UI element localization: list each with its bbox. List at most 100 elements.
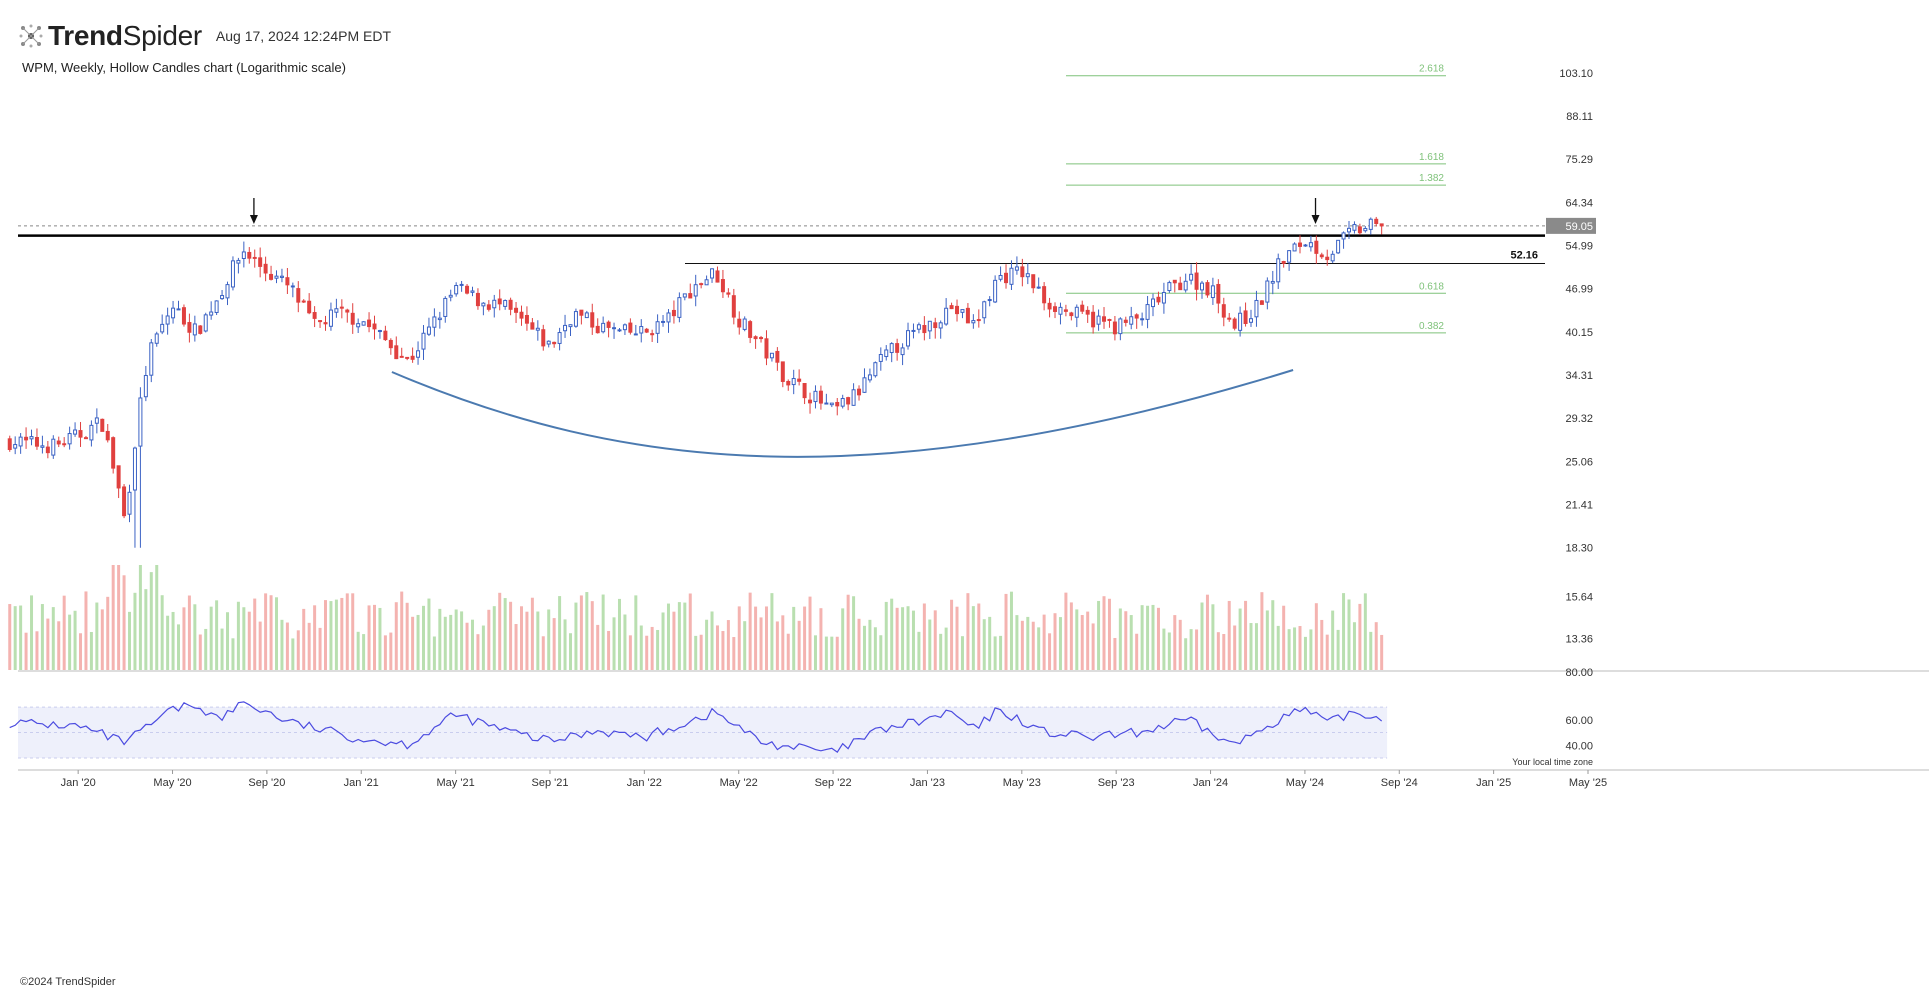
- candle[interactable]: [1368, 217, 1373, 235]
- candle[interactable]: [1014, 256, 1019, 275]
- candle[interactable]: [187, 313, 192, 343]
- candle[interactable]: [181, 304, 186, 327]
- candle[interactable]: [971, 314, 976, 329]
- candle[interactable]: [312, 306, 317, 328]
- candle[interactable]: [13, 436, 18, 455]
- candle[interactable]: [949, 302, 954, 310]
- candle[interactable]: [998, 266, 1003, 282]
- candle[interactable]: [579, 309, 584, 325]
- candle[interactable]: [220, 290, 225, 300]
- candle[interactable]: [791, 369, 796, 395]
- candle[interactable]: [661, 315, 666, 327]
- candle[interactable]: [132, 446, 137, 548]
- candle[interactable]: [737, 311, 742, 335]
- candle[interactable]: [1374, 216, 1379, 227]
- candle[interactable]: [94, 408, 99, 434]
- candle[interactable]: [209, 301, 214, 320]
- candle[interactable]: [258, 247, 263, 278]
- candle[interactable]: [535, 320, 540, 341]
- candle[interactable]: [154, 331, 159, 347]
- candle[interactable]: [617, 327, 622, 332]
- candle[interactable]: [699, 282, 704, 289]
- candle[interactable]: [437, 311, 442, 329]
- candle[interactable]: [590, 303, 595, 335]
- candle[interactable]: [622, 323, 627, 335]
- candle[interactable]: [824, 393, 829, 405]
- candle[interactable]: [1151, 293, 1156, 317]
- candle[interactable]: [1287, 250, 1292, 271]
- candle[interactable]: [829, 402, 834, 408]
- candle[interactable]: [405, 356, 410, 361]
- candle[interactable]: [377, 329, 382, 339]
- candle[interactable]: [105, 424, 110, 443]
- candle[interactable]: [122, 484, 127, 519]
- candle[interactable]: [655, 314, 660, 343]
- candle[interactable]: [1363, 226, 1368, 233]
- candle[interactable]: [541, 324, 546, 351]
- candle[interactable]: [116, 465, 121, 499]
- candle[interactable]: [334, 298, 339, 318]
- candle[interactable]: [573, 308, 578, 328]
- candle[interactable]: [459, 280, 464, 292]
- candle[interactable]: [432, 308, 437, 337]
- candle[interactable]: [650, 329, 655, 343]
- candle[interactable]: [867, 368, 872, 383]
- candle[interactable]: [933, 317, 938, 339]
- candle[interactable]: [470, 286, 475, 297]
- candle[interactable]: [1194, 262, 1199, 301]
- candle[interactable]: [742, 316, 747, 332]
- candle[interactable]: [465, 284, 470, 295]
- candle[interactable]: [1200, 280, 1205, 299]
- candle[interactable]: [938, 320, 943, 339]
- candle[interactable]: [835, 398, 840, 416]
- candle[interactable]: [1091, 305, 1096, 334]
- candle[interactable]: [595, 318, 600, 334]
- candle[interactable]: [514, 301, 519, 323]
- candle[interactable]: [1085, 306, 1090, 323]
- candle[interactable]: [873, 361, 878, 378]
- candle[interactable]: [225, 281, 230, 306]
- candle[interactable]: [67, 426, 72, 450]
- candle[interactable]: [1281, 260, 1286, 268]
- candle[interactable]: [443, 296, 448, 323]
- candle[interactable]: [274, 270, 279, 284]
- candle[interactable]: [519, 305, 524, 326]
- candle[interactable]: [247, 247, 252, 264]
- candle[interactable]: [993, 275, 998, 304]
- candle[interactable]: [666, 309, 671, 333]
- candle[interactable]: [1123, 316, 1128, 327]
- candle[interactable]: [524, 306, 529, 331]
- candle[interactable]: [73, 422, 78, 437]
- candle[interactable]: [1265, 277, 1270, 310]
- candle[interactable]: [1227, 313, 1232, 322]
- candle[interactable]: [857, 385, 862, 401]
- candle[interactable]: [383, 325, 388, 341]
- candle[interactable]: [269, 265, 274, 281]
- candle[interactable]: [454, 282, 459, 297]
- candle[interactable]: [361, 321, 366, 326]
- candle[interactable]: [710, 268, 715, 283]
- candle[interactable]: [846, 396, 851, 411]
- candle[interactable]: [1330, 250, 1335, 264]
- candle[interactable]: [1314, 235, 1319, 264]
- candle[interactable]: [1102, 307, 1107, 329]
- candle[interactable]: [1243, 302, 1248, 327]
- candle[interactable]: [241, 241, 246, 268]
- candle[interactable]: [1031, 274, 1036, 294]
- candle[interactable]: [481, 302, 486, 316]
- candle[interactable]: [492, 294, 497, 318]
- candle[interactable]: [633, 324, 638, 336]
- candle[interactable]: [688, 283, 693, 299]
- candle[interactable]: [1036, 277, 1041, 289]
- candle[interactable]: [34, 428, 39, 450]
- candle[interactable]: [252, 249, 257, 268]
- candle[interactable]: [786, 379, 791, 391]
- candle[interactable]: [797, 369, 802, 386]
- candle[interactable]: [612, 322, 617, 339]
- candle[interactable]: [448, 289, 453, 302]
- candle[interactable]: [644, 327, 649, 334]
- candle[interactable]: [1249, 309, 1254, 327]
- candle[interactable]: [323, 315, 328, 331]
- candle[interactable]: [884, 345, 889, 361]
